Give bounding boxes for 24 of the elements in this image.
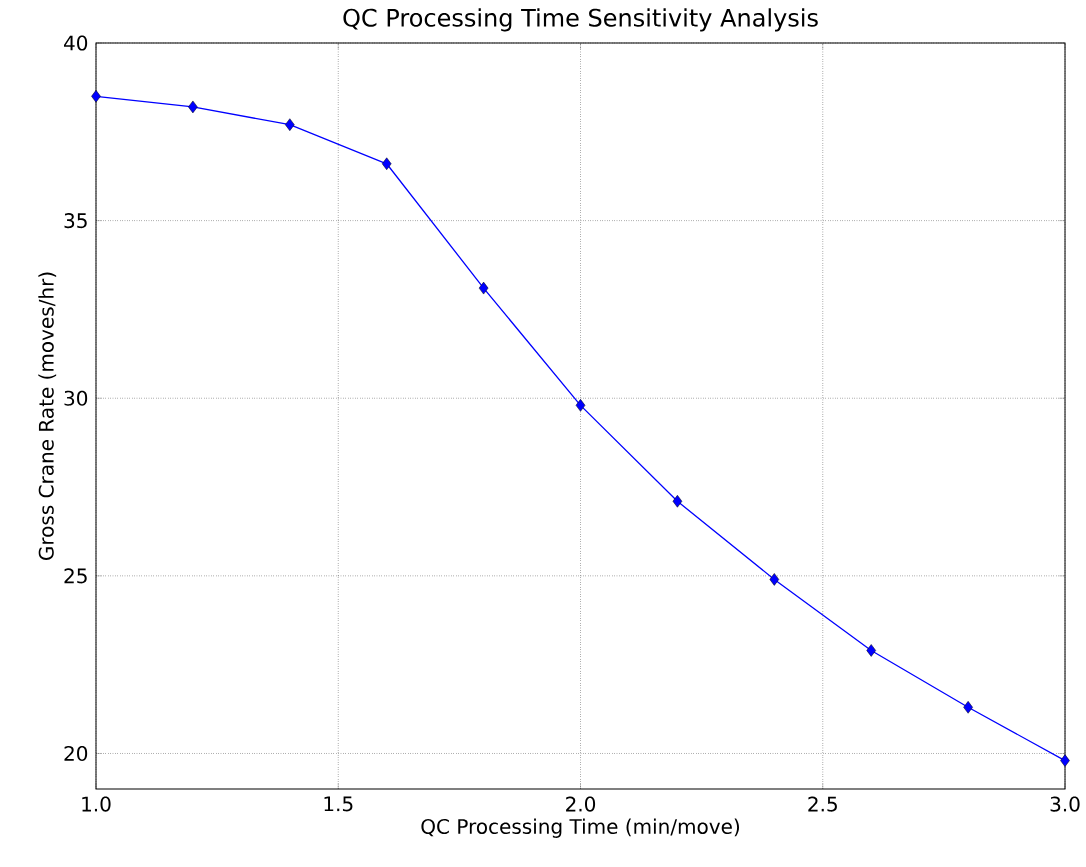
y-tick-label: 20 [64,745,88,762]
y-axis-title: Gross Crane Rate (moves/hr) [38,272,57,560]
chart-title: QC Processing Time Sensitivity Analysis [343,8,818,32]
point [478,281,489,295]
point [1060,754,1070,767]
x-tick-label: 3.0 [1050,796,1080,812]
point [285,118,295,131]
y-tick-label: 25 [64,568,87,584]
y-tick-label: 35 [64,213,87,229]
point [91,90,101,103]
y-tick-label: 40 [63,35,88,51]
x-tick-label: 2.0 [566,796,596,812]
x-axis-title: QC Processing Time (min/move) [421,818,740,838]
x-tick-label: 2.5 [808,796,837,812]
point [866,644,876,657]
point [672,495,683,508]
point [381,157,392,171]
point [188,100,198,114]
point [575,399,586,412]
point [769,573,780,586]
x-tick-label: 1.5 [324,796,353,812]
x-tick-label: 1.0 [82,796,111,812]
y-tick-label: 30 [64,390,88,406]
point [963,701,973,714]
